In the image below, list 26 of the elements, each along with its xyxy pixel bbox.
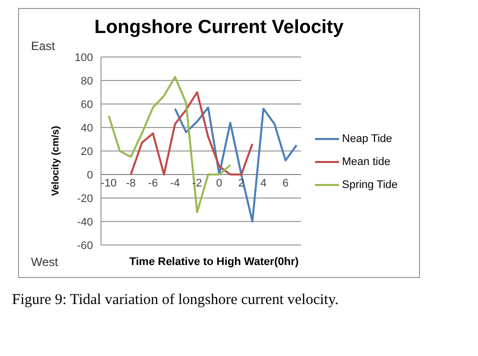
y-axis-title: Velocity (cm/s) — [50, 126, 62, 196]
y-tick-label: -20 — [77, 192, 93, 205]
y-tick-label: -60 — [77, 240, 93, 252]
x-tick-label: -8 — [126, 177, 136, 190]
legend-label: Spring Tide — [342, 178, 398, 190]
y-tick-label: 40 — [80, 122, 93, 134]
y-tick-label: -40 — [77, 216, 93, 228]
caption: Figure 9: Tidal variation of longshore current velocity. — [12, 292, 340, 309]
x-tick-label: 4 — [260, 177, 266, 190]
x-tick-label: 6 — [282, 177, 289, 190]
text: East — [31, 39, 56, 53]
y-tick-label: 0 — [86, 169, 93, 182]
y-tick-label: 60 — [80, 98, 93, 111]
y-tick-label: 80 — [80, 75, 93, 88]
y-tick-label: 20 — [80, 146, 93, 158]
x-tick-label: -6 — [148, 177, 158, 190]
legend-label: Mean tide — [342, 156, 390, 168]
x-tick-label: 0 — [216, 177, 222, 190]
y-tick-label: 100 — [74, 52, 93, 64]
legend-label: Neap Tide — [342, 132, 392, 144]
x-tick-label: -10 — [100, 177, 117, 190]
text: West — [31, 255, 58, 269]
x-axis-title: Time Relative to High Water(0hr) — [128, 256, 300, 268]
chart-title: Longshore Current Velocity — [93, 17, 345, 39]
x-tick-label: -4 — [170, 177, 180, 190]
line-series — [130, 91, 254, 176]
